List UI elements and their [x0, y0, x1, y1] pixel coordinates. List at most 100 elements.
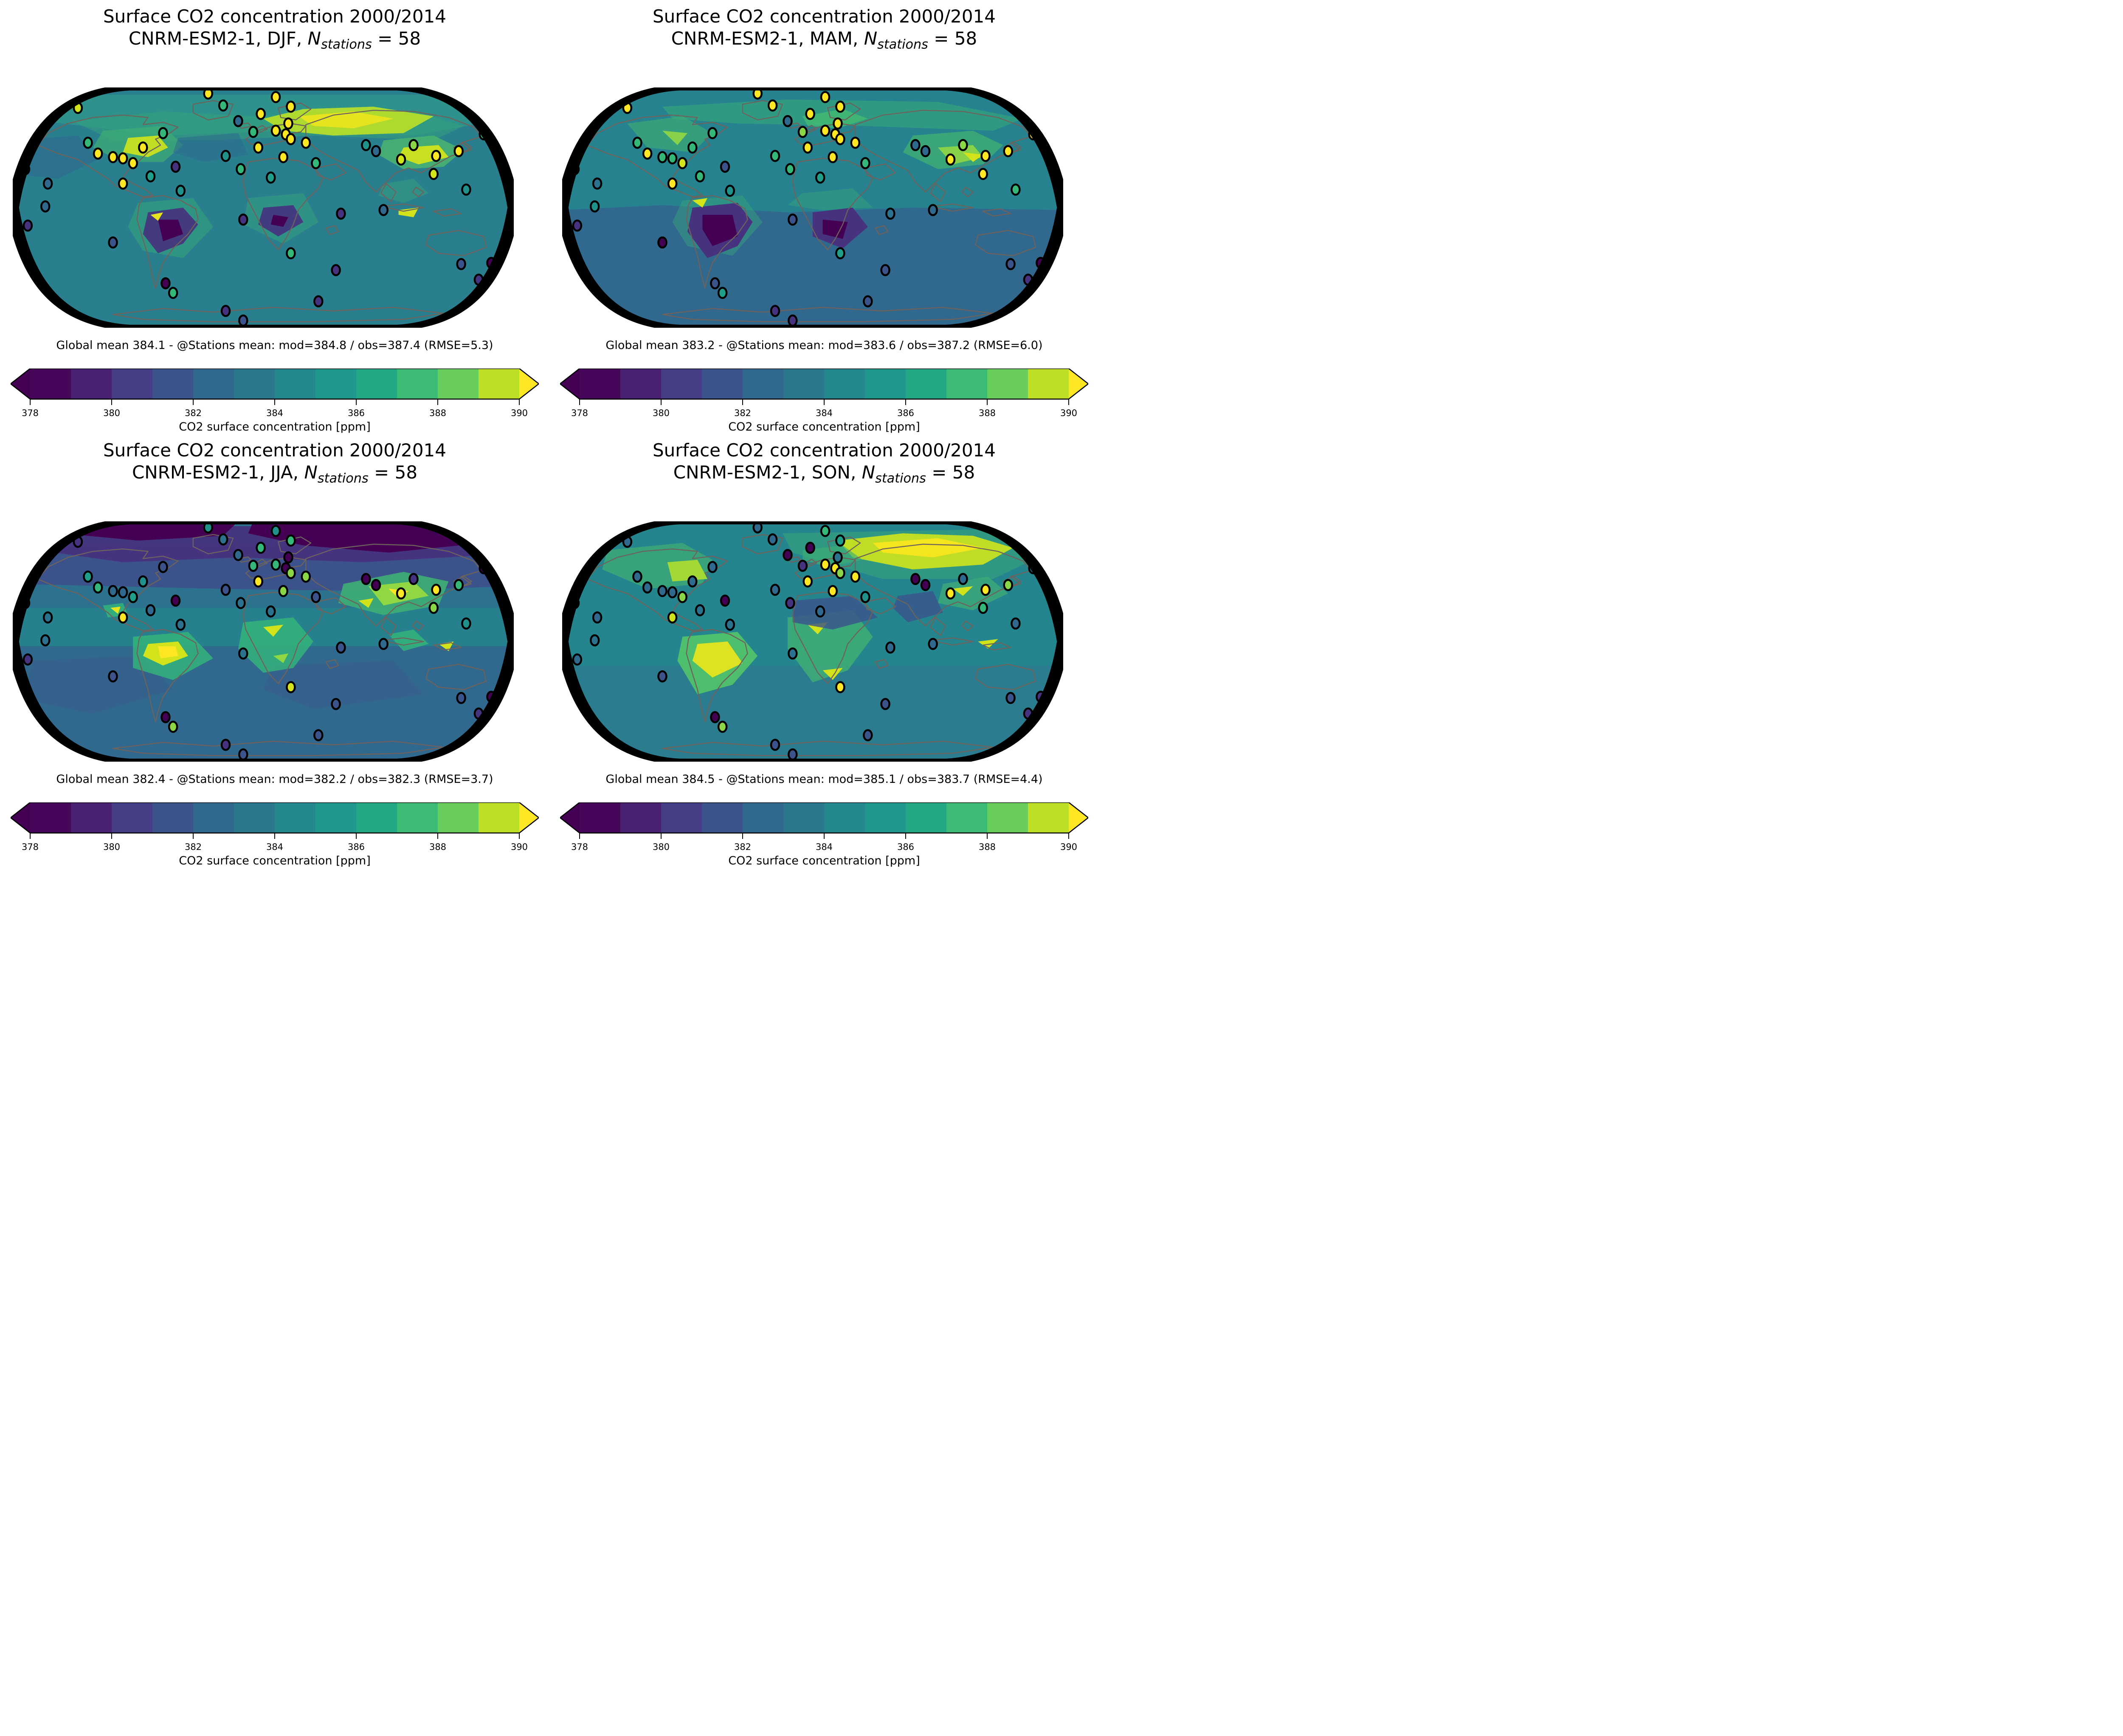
colorbar-segment [906, 369, 947, 399]
station-marker [958, 139, 968, 152]
station-marker [42, 611, 53, 624]
colorbar-segment [783, 369, 825, 399]
station-marker [248, 560, 259, 572]
colorbar-segment [987, 802, 1028, 833]
contour-region [270, 215, 288, 227]
station-marker [283, 551, 293, 564]
colorbar-segment [479, 369, 520, 399]
station-marker [170, 594, 181, 607]
contour-region [692, 198, 708, 208]
station-marker [461, 617, 471, 630]
station-marker [108, 670, 118, 683]
panel-subtitle: CNRM-ESM2-1, SON, Nstations = 58 [549, 462, 1099, 486]
station-marker [717, 720, 728, 733]
station-marker [720, 594, 730, 607]
colorbar-tick-label: 384 [266, 408, 283, 418]
panel-title: Surface CO2 concentration 2000/2014 [653, 6, 996, 27]
colorbar-segment [112, 802, 153, 833]
stats-caption: Global mean 384.5 - @Stations mean: mod=… [605, 773, 1043, 786]
station-marker [286, 681, 296, 693]
station-marker [717, 287, 728, 299]
station-marker [770, 739, 780, 751]
colorbar-tick-label: 380 [653, 842, 670, 852]
station-marker [220, 739, 231, 751]
station-marker [453, 145, 464, 158]
station-marker [657, 670, 667, 683]
station-marker [802, 141, 813, 154]
station-marker [880, 698, 890, 710]
contour-region [822, 668, 843, 680]
colorbar-segment [580, 802, 621, 833]
colorbar-segment [946, 802, 988, 833]
station-marker [238, 748, 248, 761]
station-marker [785, 597, 795, 609]
station-marker [108, 151, 118, 163]
station-marker [278, 151, 288, 163]
subtitle-text: CNRM-ESM2-1, DJF, [128, 28, 308, 49]
colorbar-segment [1028, 369, 1069, 399]
contour-region [938, 577, 1008, 611]
station-marker [667, 586, 678, 599]
panel-djf: Surface CO2 concentration 2000/2014 CNRM… [0, 0, 549, 434]
station-marker [770, 305, 780, 317]
station-marker [128, 591, 138, 603]
station-marker [378, 638, 389, 650]
station-marker [175, 185, 186, 197]
station-marker [657, 151, 667, 163]
station-marker [248, 126, 259, 138]
colorbar-tick-label: 388 [429, 842, 446, 852]
colorbar-tick-label: 378 [571, 408, 588, 418]
station-marker [233, 115, 243, 127]
station-marker [677, 157, 687, 169]
station-marker [589, 634, 600, 647]
contour-region [562, 665, 1063, 762]
station-marker [885, 641, 895, 654]
station-marker [428, 168, 439, 180]
station-marker [958, 573, 968, 585]
station-marker [265, 172, 276, 184]
panel-title: Surface CO2 concentration 2000/2014 [103, 6, 446, 27]
station-marker [361, 573, 371, 585]
station-marker [815, 605, 825, 618]
station-marker [687, 575, 698, 588]
n-symbol: N [862, 462, 876, 483]
colorbar-segment [397, 369, 438, 399]
station-marker [642, 581, 653, 594]
n-symbol: N [304, 462, 318, 483]
station-marker [707, 127, 718, 139]
colorbar-segment [580, 369, 621, 399]
contour-region [378, 179, 429, 203]
station-marker [453, 579, 464, 591]
colorbar-axis-label: CO2 surface concentration [ppm] [728, 854, 920, 867]
station-marker [175, 619, 186, 631]
colorbar-over-arrow [1069, 802, 1088, 833]
station-marker [40, 200, 51, 213]
station-marker [657, 585, 667, 597]
station-marker [265, 605, 276, 618]
station-marker [928, 204, 938, 216]
n-subscript: stations [875, 471, 926, 486]
station-marker [863, 295, 873, 307]
colorbar-segment [906, 802, 947, 833]
n-subscript: stations [877, 37, 928, 52]
station-marker [667, 152, 678, 165]
station-marker [642, 147, 653, 160]
colorbar-son: 378 380 382 384 386 388 390 CO2 surface concent… [560, 802, 1088, 867]
station-marker [928, 638, 938, 650]
station-marker [170, 160, 181, 173]
station-marker [885, 207, 895, 220]
n-symbol: N [307, 28, 321, 49]
station-marker [805, 542, 815, 554]
panel-mam: Surface CO2 concentration 2000/2014 CNRM… [549, 0, 1099, 434]
colorbar-segment [112, 369, 153, 399]
station-marker [233, 549, 243, 561]
station-marker [980, 150, 991, 162]
station-marker [835, 567, 845, 579]
colorbar-segment [152, 802, 194, 833]
station-marker [695, 604, 705, 616]
station-marker [980, 584, 991, 596]
station-marker [657, 236, 667, 249]
stats-caption: Global mean 383.2 - @Stations mean: mod=… [605, 339, 1043, 352]
contour-region [953, 586, 973, 596]
colorbar-segment [661, 802, 702, 833]
